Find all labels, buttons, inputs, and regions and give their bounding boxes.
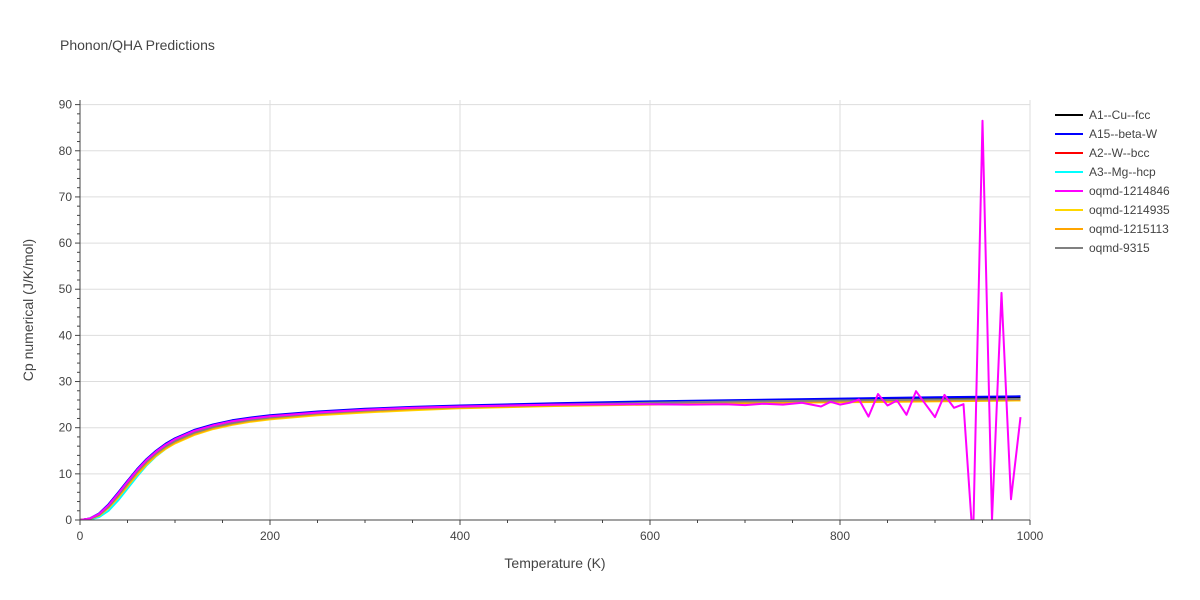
y-tick-label: 70 (59, 190, 73, 204)
legend-label: oqmd-1215113 (1089, 222, 1169, 236)
y-tick-label: 80 (59, 144, 73, 158)
legend-item-a1-cu-fcc[interactable]: A1--Cu--fcc (1055, 108, 1150, 122)
chart-title: Phonon/QHA Predictions (60, 37, 215, 53)
legend-item-oqmd-1214935[interactable]: oqmd-1214935 (1055, 203, 1170, 217)
legend-item-a3-mg-hcp[interactable]: A3--Mg--hcp (1055, 165, 1156, 179)
legend-label: oqmd-1214935 (1089, 203, 1170, 217)
legend-item-oqmd-1214846[interactable]: oqmd-1214846 (1055, 184, 1170, 198)
x-tick-label: 400 (450, 529, 470, 543)
x-tick-label: 200 (260, 529, 280, 543)
x-tick-label: 0 (77, 529, 84, 543)
y-tick-label: 60 (59, 236, 73, 250)
x-tick-label: 800 (830, 529, 850, 543)
series-line-oqmd-9315 (80, 398, 1021, 520)
y-tick-label: 10 (59, 467, 73, 481)
legend-item-oqmd-1215113[interactable]: oqmd-1215113 (1055, 222, 1169, 236)
x-tick-label: 600 (640, 529, 660, 543)
y-axis-title: Cp numerical (J/K/mol) (20, 239, 36, 381)
legend-label: A1--Cu--fcc (1089, 108, 1150, 122)
y-tick-label: 30 (59, 375, 73, 389)
ticks: 0 200 400 600 800 1000 0 10 20 30 40 50 60 70 80 90 (59, 98, 1044, 543)
legend-item-a2-w-bcc[interactable]: A2--W--bcc (1055, 146, 1149, 160)
y-tick-label: 40 (59, 328, 73, 342)
series-line-oqmd-1214846 (80, 119, 1022, 520)
legend-item-a15-beta-w[interactable]: A15--beta-W (1055, 127, 1158, 141)
grid (80, 100, 1031, 520)
y-tick-label: 90 (59, 98, 73, 112)
y-tick-label: 50 (59, 282, 73, 296)
x-axis-title: Temperature (K) (504, 555, 605, 571)
legend-label: A2--W--bcc (1089, 146, 1149, 160)
series-group (80, 119, 1022, 520)
legend-label: A15--beta-W (1089, 127, 1158, 141)
y-tick-label: 20 (59, 421, 73, 435)
legend: A1--Cu--fcc A15--beta-W A2--W--bcc A3--Mg--… (1055, 108, 1170, 255)
x-tick-label: 1000 (1017, 529, 1044, 543)
y-tick-label: 0 (65, 513, 72, 527)
legend-label: oqmd-9315 (1089, 241, 1150, 255)
legend-label: A3--Mg--hcp (1089, 165, 1156, 179)
legend-item-oqmd-9315[interactable]: oqmd-9315 (1055, 241, 1150, 255)
legend-label: oqmd-1214846 (1089, 184, 1170, 198)
